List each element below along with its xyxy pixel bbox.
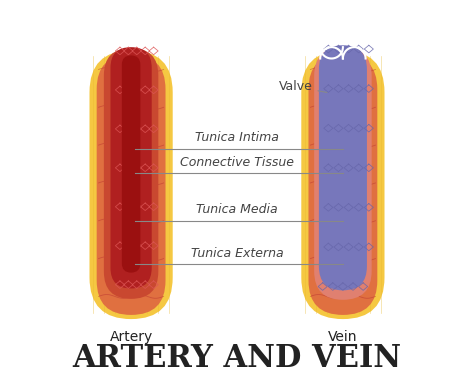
FancyBboxPatch shape (104, 48, 158, 299)
FancyBboxPatch shape (122, 56, 140, 273)
FancyBboxPatch shape (319, 45, 367, 290)
Text: Vein: Vein (328, 330, 358, 344)
FancyBboxPatch shape (90, 51, 173, 319)
FancyBboxPatch shape (301, 51, 384, 319)
Text: Artery: Artery (109, 330, 153, 344)
Text: Tunica Media: Tunica Media (196, 203, 278, 216)
FancyBboxPatch shape (110, 47, 152, 288)
FancyBboxPatch shape (309, 55, 377, 315)
Text: ARTERY AND VEIN: ARTERY AND VEIN (73, 343, 401, 374)
Text: Tunica Intima: Tunica Intima (195, 131, 279, 144)
Text: Tunica Externa: Tunica Externa (191, 247, 283, 260)
FancyBboxPatch shape (97, 55, 165, 315)
Text: Connective Tissue: Connective Tissue (180, 156, 294, 169)
FancyBboxPatch shape (314, 47, 372, 300)
Text: Valve: Valve (279, 80, 327, 93)
